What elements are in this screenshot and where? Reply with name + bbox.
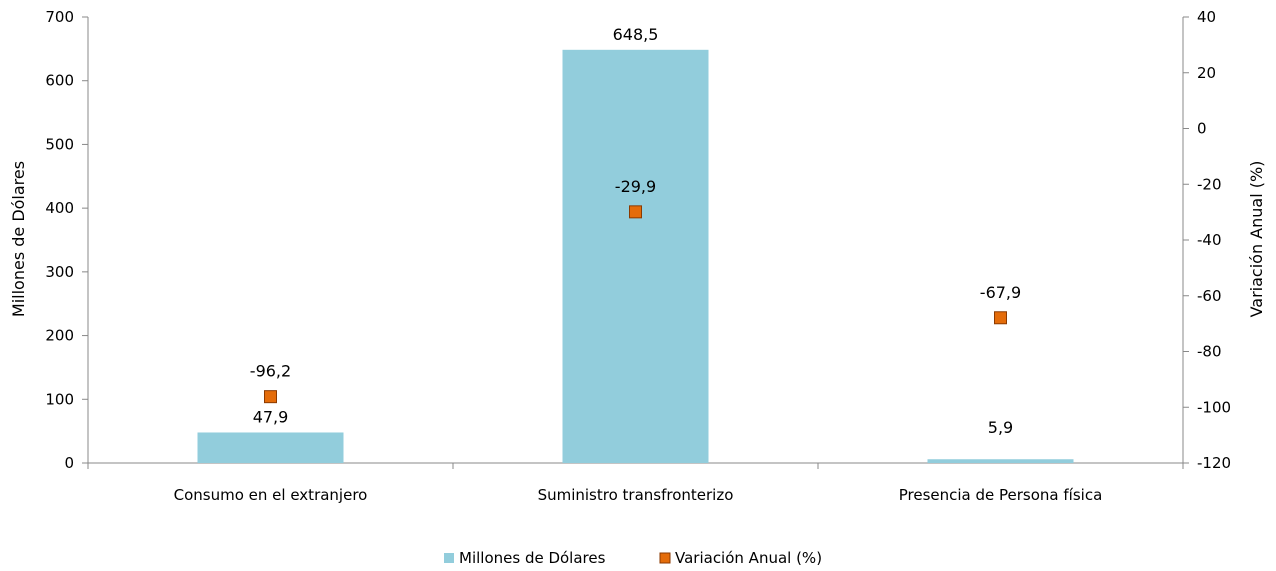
bar-value-label: 5,9 xyxy=(988,418,1013,437)
y-right-tick-label: -100 xyxy=(1197,398,1231,416)
marker-series xyxy=(264,205,1007,404)
marker-value-label: -67,9 xyxy=(980,283,1021,302)
y-right-tick-label: 40 xyxy=(1197,8,1216,26)
y-left-tick-label: 300 xyxy=(45,263,74,281)
y-right-tick-label: 20 xyxy=(1197,64,1216,82)
bar-value-label: 648,5 xyxy=(613,25,659,44)
bar-value-label: 47,9 xyxy=(253,407,289,426)
marker-value-label: -96,2 xyxy=(250,362,291,381)
y-right-tick-label: -40 xyxy=(1197,231,1222,249)
y-right-tick-label: 0 xyxy=(1197,120,1207,138)
data-labels: 47,9 648,5 5,9 -96,2 -29,9 -67,9 xyxy=(250,25,1021,437)
legend-label-bars: Millones de Dólares xyxy=(459,549,606,567)
legend-swatch-markers xyxy=(659,552,671,564)
marker-point xyxy=(264,390,277,404)
x-category-label: Presencia de Persona física xyxy=(899,486,1103,504)
legend-label-markers: Variación Anual (%) xyxy=(675,549,822,567)
y-left-tick-label: 600 xyxy=(45,72,74,90)
legend: Millones de Dólares Variación Anual (%) xyxy=(444,549,822,567)
y-right-tick-label: -60 xyxy=(1197,287,1222,305)
bar xyxy=(197,432,344,463)
y-left-tick-label: 200 xyxy=(45,327,74,345)
y-left-tick-label: 100 xyxy=(45,390,74,408)
y-left-tick-label: 500 xyxy=(45,135,74,153)
marker-value-label: -29,9 xyxy=(615,177,656,196)
y-axis-left-title: Millones de Dólares xyxy=(9,161,28,317)
y-axis-right-title: Variación Anual (%) xyxy=(1247,161,1266,318)
legend-swatch-bars xyxy=(444,553,454,563)
axes: 0100200300400500600700-120-100-80-60-40-… xyxy=(45,8,1231,504)
y-right-tick-label: -80 xyxy=(1197,343,1222,361)
bar xyxy=(927,459,1074,463)
y-left-tick-label: 400 xyxy=(45,199,74,217)
marker-point xyxy=(629,205,642,219)
bar-series xyxy=(197,49,1074,463)
y-left-tick-label: 700 xyxy=(45,8,74,26)
bar xyxy=(562,49,709,463)
marker-point xyxy=(994,311,1007,325)
y-right-tick-label: -120 xyxy=(1197,454,1231,472)
x-category-label: Consumo en el extranjero xyxy=(174,486,368,504)
x-category-label: Suministro transfronterizo xyxy=(538,486,734,504)
y-left-tick-label: 0 xyxy=(64,454,74,472)
y-right-tick-label: -20 xyxy=(1197,175,1222,193)
